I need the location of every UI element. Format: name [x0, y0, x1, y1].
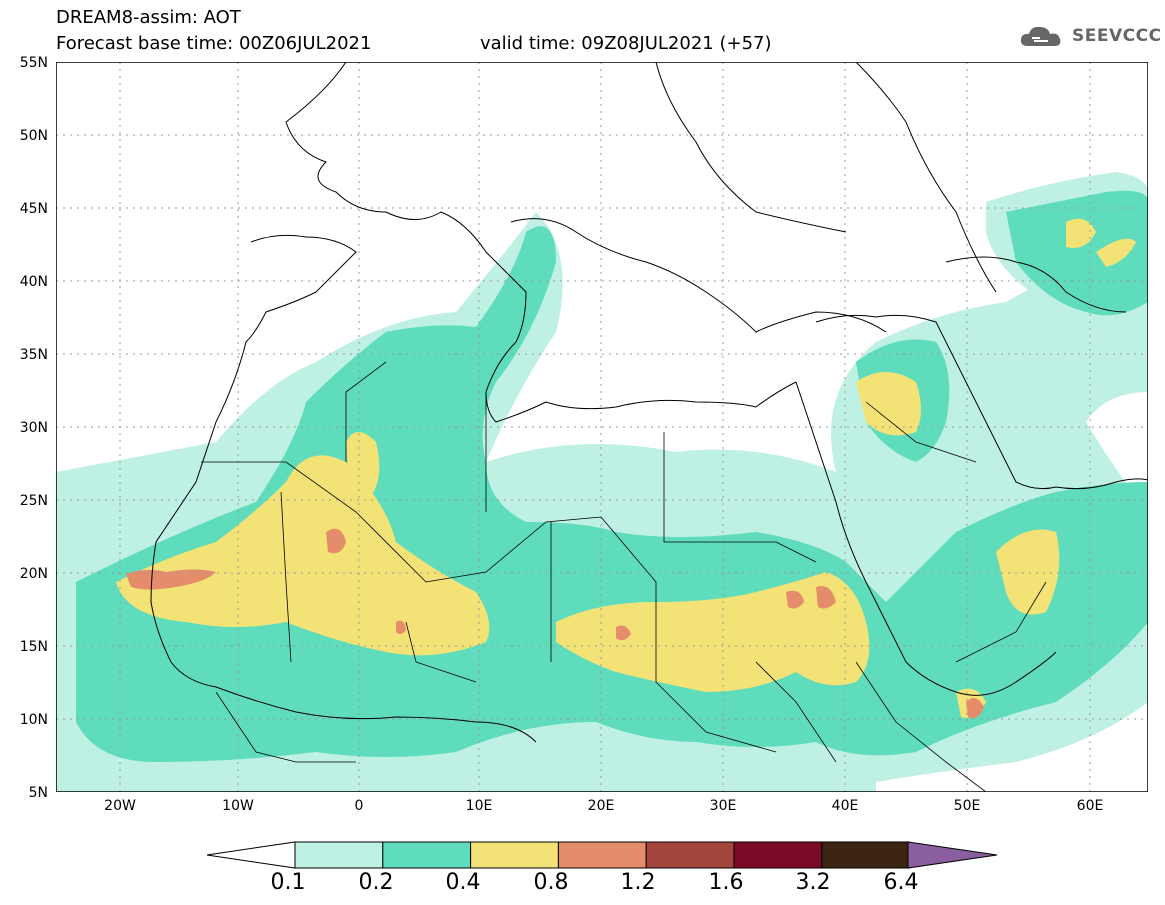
colorbar-swatch [821, 841, 911, 869]
lat-label: 25N [19, 493, 48, 509]
aot-band-0-8 [126, 528, 984, 719]
colorbar-label: 0.4 [445, 870, 481, 895]
lon-label: 10E [465, 798, 493, 814]
colorbar-min-arrow [206, 841, 296, 869]
lat-label: 45N [19, 201, 48, 217]
colorbar-label: 0.2 [358, 870, 394, 895]
colorbar-swatches [294, 841, 911, 869]
colorbar-label: 3.2 [795, 870, 831, 895]
lat-label: 10N [19, 712, 48, 728]
lat-label: 30N [19, 420, 48, 436]
title-line-2: Forecast base time: 00Z06JUL2021 [56, 33, 372, 54]
lon-label: 20W [104, 798, 136, 814]
colorbar-label: 0.8 [533, 870, 569, 895]
lon-label: 50E [953, 798, 981, 814]
colorbar-swatch [382, 841, 472, 869]
seevccc-logo: SEEVCCC [1018, 22, 1162, 50]
colorbar-label: 0.1 [270, 870, 306, 895]
lon-label: 40E [831, 798, 859, 814]
lon-label: 30E [709, 798, 737, 814]
lon-label: 60E [1076, 798, 1104, 814]
cloud-icon [1020, 26, 1061, 46]
lat-label: 50N [19, 128, 48, 144]
colorbar-label: 6.4 [883, 870, 919, 895]
coastlines [150, 62, 1148, 743]
lon-label: 20E [587, 798, 615, 814]
colorbar-swatch [557, 841, 647, 869]
colorbar-max-arrow [907, 841, 998, 869]
lat-label: 5N [28, 785, 48, 801]
colorbar [206, 841, 998, 869]
logo-text: SEEVCCC [1072, 26, 1162, 46]
colorbar-swatch [733, 841, 823, 869]
lat-label: 35N [19, 347, 48, 363]
lat-label: 15N [19, 639, 48, 655]
lon-label: 0 [354, 798, 364, 814]
aot-map [56, 62, 1148, 792]
valid-time: valid time: 09Z08JUL2021 (+57) [480, 33, 772, 54]
colorbar-label: 1.2 [620, 870, 656, 895]
colorbar-swatch [645, 841, 735, 869]
title-line-1: DREAM8-assim: AOT [56, 7, 241, 28]
lat-label: 40N [19, 274, 48, 290]
colorbar-swatch [470, 841, 559, 869]
graticule [56, 62, 1148, 792]
political-borders [201, 361, 1047, 792]
lon-label: 10W [222, 798, 254, 814]
colorbar-label: 1.6 [708, 870, 744, 895]
colorbar-swatch [294, 841, 384, 869]
lat-label: 55N [19, 55, 48, 71]
lat-label: 20N [19, 566, 48, 582]
